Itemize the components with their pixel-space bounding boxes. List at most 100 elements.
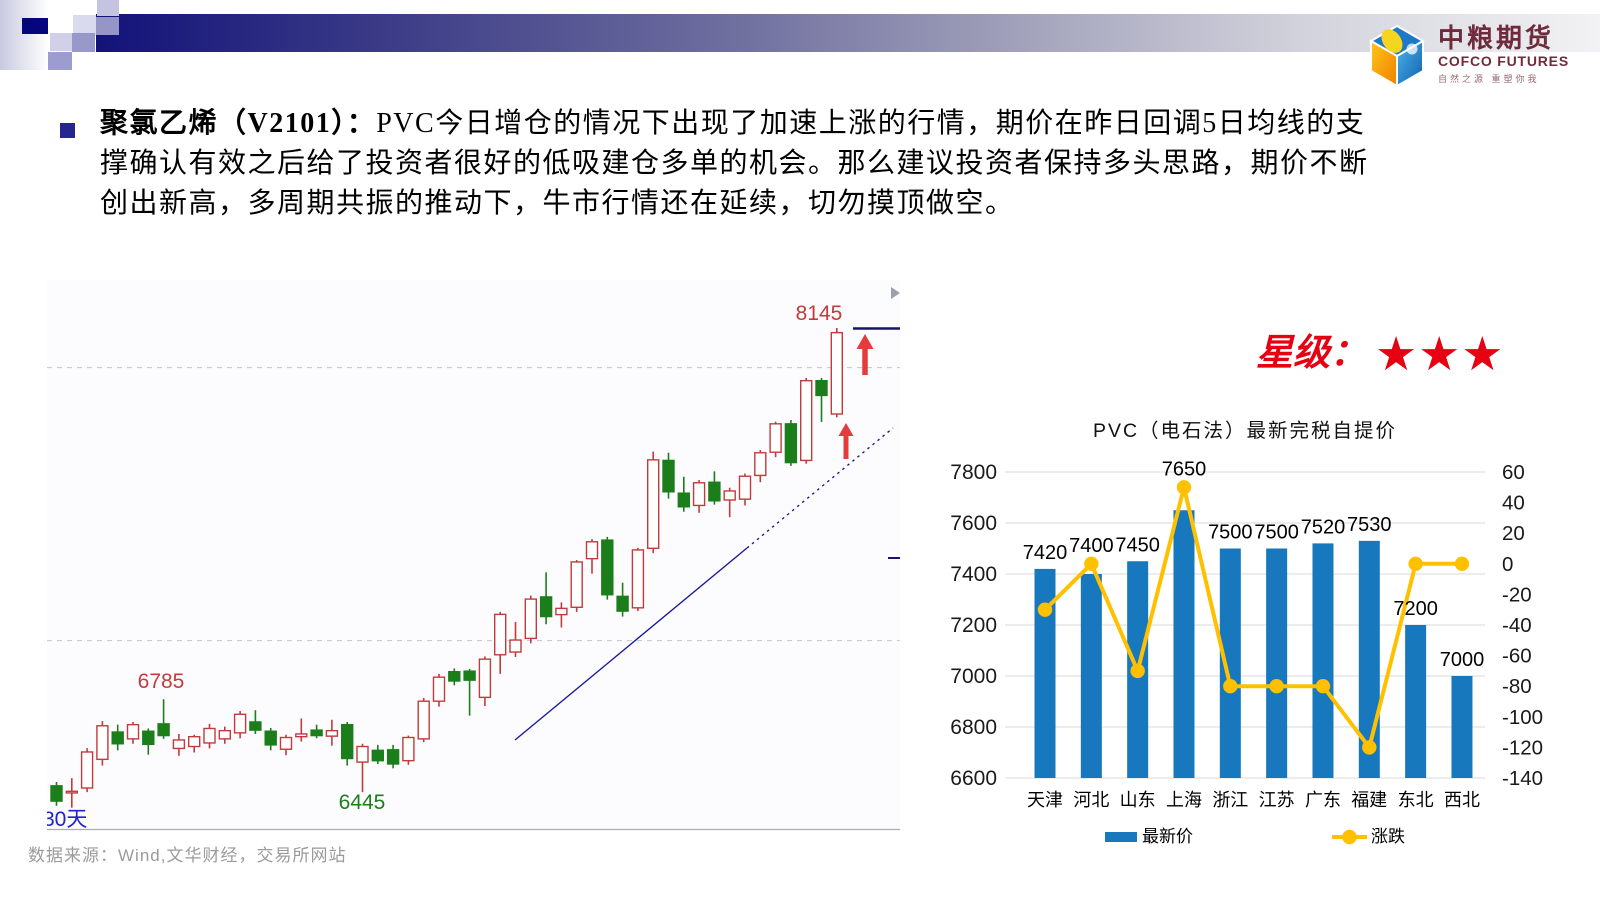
candle-body bbox=[203, 727, 216, 744]
candle-body bbox=[279, 736, 293, 750]
candle-body bbox=[50, 785, 63, 802]
left-axis-label-7400: 7400 bbox=[950, 563, 997, 586]
change-marker-东北 bbox=[1408, 556, 1423, 571]
candle-1 bbox=[65, 778, 78, 808]
candle-body bbox=[432, 676, 446, 702]
change-line bbox=[1043, 485, 1462, 750]
bar-value-label-7450: 7450 bbox=[1115, 534, 1160, 556]
candle-27 bbox=[463, 668, 476, 716]
candle-33 bbox=[555, 602, 568, 628]
candle-body bbox=[402, 736, 415, 762]
candle-body bbox=[356, 745, 369, 763]
candle-7 bbox=[157, 699, 170, 739]
left-axis-label-7800: 7800 bbox=[950, 461, 997, 484]
deco-square-navy bbox=[22, 18, 48, 34]
price-label-swing-high: 6785 bbox=[138, 670, 185, 693]
left-axis-label-7600: 7600 bbox=[950, 512, 997, 535]
candle-4 bbox=[111, 724, 124, 751]
right-axis-label-0: 0 bbox=[1502, 553, 1513, 576]
deco-square-fade bbox=[0, 0, 48, 70]
candle-34 bbox=[570, 560, 583, 612]
change-marker-福建 bbox=[1362, 740, 1377, 755]
candle-14 bbox=[264, 727, 277, 751]
left-axis-label-7200: 7200 bbox=[950, 614, 997, 637]
candle-body bbox=[539, 596, 553, 618]
candle-0 bbox=[50, 781, 63, 806]
candle-body bbox=[111, 731, 124, 745]
candle-18 bbox=[325, 719, 339, 746]
right-axis-label-60: 60 bbox=[1502, 461, 1525, 484]
price-label-swing-low: 6445 bbox=[339, 791, 386, 814]
candle-22 bbox=[386, 744, 400, 769]
candle-body bbox=[295, 733, 308, 738]
candle-42 bbox=[692, 480, 706, 513]
candle-13 bbox=[249, 710, 262, 734]
logo-name-cn: 中粮期货 bbox=[1438, 23, 1555, 53]
candle-body bbox=[157, 723, 170, 737]
bar-value-label-7400: 7400 bbox=[1069, 535, 1114, 557]
pvc-candlestick-chart-svg: 8145 6785 6445 30天 bbox=[43, 280, 900, 831]
pvc-candlestick-chart: 8145 6785 6445 30天 bbox=[43, 280, 900, 831]
category-label-东北: 东北 bbox=[1398, 790, 1434, 810]
deco-square-bottom bbox=[48, 52, 72, 70]
deco-square-light2 bbox=[50, 33, 72, 51]
candle-48 bbox=[784, 420, 798, 466]
candle-body bbox=[478, 658, 492, 699]
arrow-head bbox=[856, 334, 874, 349]
right-axis-label--40: -40 bbox=[1502, 614, 1532, 637]
legend-bar-label: 最新价 bbox=[1142, 827, 1193, 846]
up-arrow-icon-1 bbox=[856, 334, 874, 375]
candle-23 bbox=[402, 735, 415, 765]
candle-26 bbox=[448, 668, 461, 686]
commentary-lead: 聚氯乙烯（V2101）： bbox=[100, 108, 377, 139]
pvc-price-bar-chart: PVC（电石法）最新完税自提价 7800 7600 7400 7200 7000 6800 6… bbox=[930, 408, 1570, 853]
change-marker-山东 bbox=[1130, 663, 1145, 679]
bar-广东 bbox=[1312, 543, 1334, 778]
candle-44 bbox=[723, 487, 736, 518]
candle-11 bbox=[218, 726, 232, 744]
candle-10 bbox=[203, 723, 216, 749]
candle-36 bbox=[601, 536, 614, 600]
candle-39 bbox=[647, 451, 660, 554]
bar-浙江 bbox=[1219, 548, 1241, 778]
candle-body bbox=[233, 713, 247, 734]
candle-25 bbox=[432, 673, 446, 707]
right-axis-label-20: 20 bbox=[1502, 522, 1525, 545]
period-label: 30天 bbox=[47, 808, 87, 831]
candle-3 bbox=[96, 721, 109, 766]
candle-50 bbox=[815, 377, 828, 422]
candle-body bbox=[325, 729, 339, 737]
candle-body bbox=[585, 541, 599, 560]
bar-value-label-7500: 7500 bbox=[1254, 522, 1299, 544]
candle-body bbox=[662, 459, 675, 493]
candle-45 bbox=[738, 473, 752, 506]
candle-5 bbox=[126, 721, 140, 744]
category-label-江苏: 江苏 bbox=[1259, 790, 1295, 810]
candle-21 bbox=[371, 744, 384, 764]
deco-square-pale-top bbox=[97, 0, 119, 16]
bar-西北 bbox=[1451, 676, 1473, 778]
candle-46 bbox=[754, 450, 767, 483]
right-axis-label--100: -100 bbox=[1502, 706, 1543, 729]
candle-37 bbox=[616, 582, 629, 617]
change-marker-天津 bbox=[1037, 602, 1053, 617]
change-marker-江苏 bbox=[1269, 679, 1284, 694]
bar-value-label-7200: 7200 bbox=[1393, 598, 1438, 620]
price-label-peak: 8145 bbox=[796, 302, 843, 325]
candle-6 bbox=[142, 728, 155, 755]
pvc-price-bar-chart-svg: PVC（电石法）最新完税自提价 7800 7600 7400 7200 7000 6800 6… bbox=[950, 420, 1543, 846]
candle-30 bbox=[509, 622, 522, 657]
candle-35 bbox=[585, 539, 599, 574]
candle-31 bbox=[524, 595, 537, 644]
candle-body bbox=[264, 730, 277, 746]
category-label-上海: 上海 bbox=[1166, 790, 1202, 810]
candle-body bbox=[448, 671, 461, 682]
arrow-head bbox=[838, 423, 854, 436]
commentary-line-2: 撑确认有效之后给了投资者很好的低吸建仓多单的机会。那么建议投资者保持多头思路，期… bbox=[100, 148, 1369, 179]
data-source-footer: 数据来源：Wind,文华财经，交易所网站 bbox=[28, 846, 347, 865]
corner-arrow-icon bbox=[891, 287, 900, 299]
candle-body bbox=[249, 721, 262, 731]
cofco-logo-icon bbox=[1368, 24, 1426, 88]
candle-47 bbox=[769, 421, 782, 458]
bar-上海 bbox=[1173, 510, 1195, 778]
